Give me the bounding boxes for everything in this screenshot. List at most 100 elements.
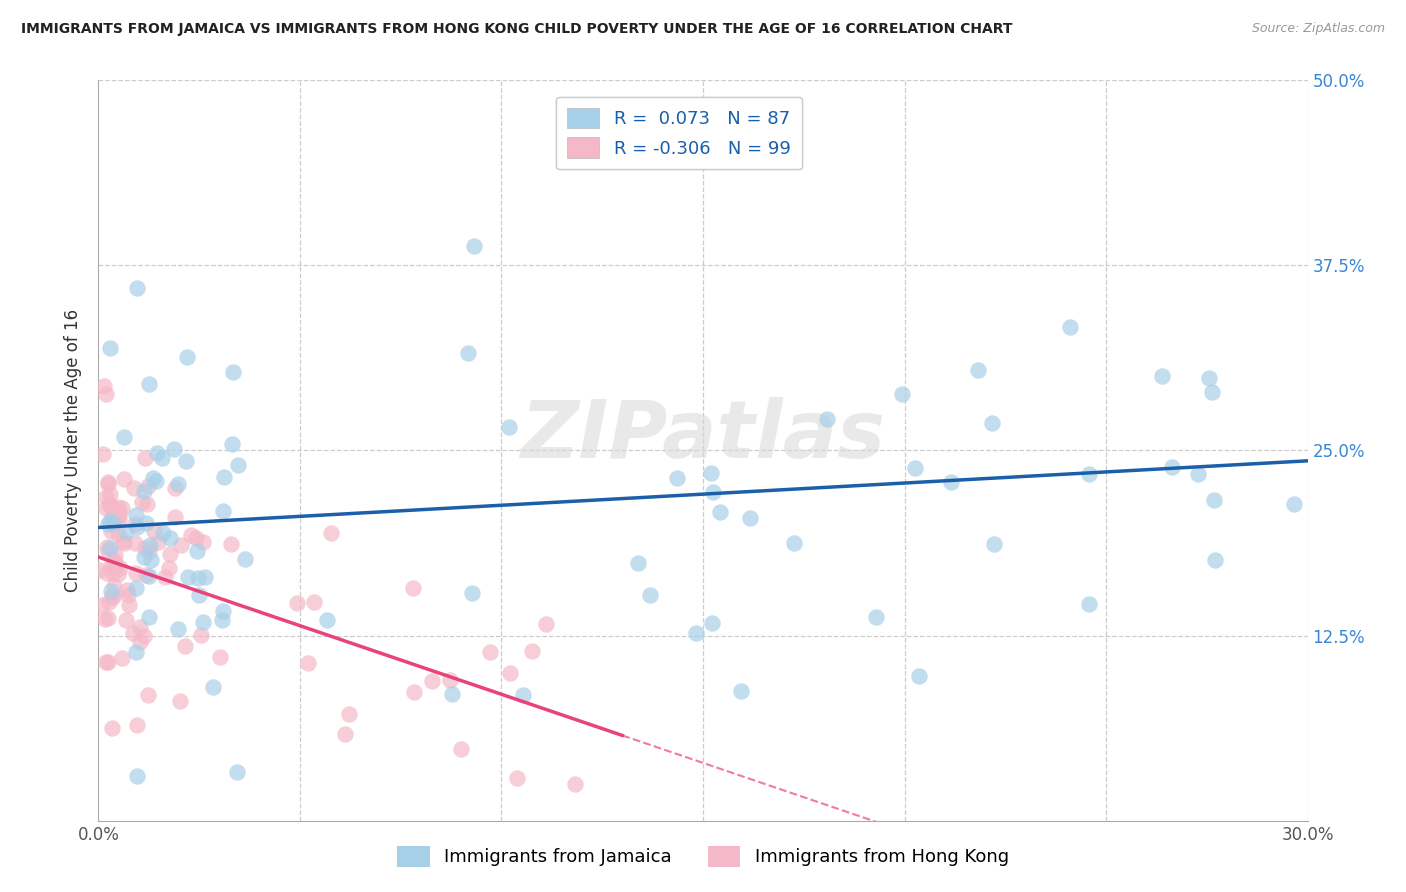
Point bbox=[498, 420, 520, 434]
Point bbox=[132, 550, 155, 565]
Point bbox=[100, 589, 122, 603]
Point bbox=[420, 674, 443, 689]
Y-axis label: Child Poverty Under the Age of 16: Child Poverty Under the Age of 16 bbox=[65, 309, 83, 592]
Point bbox=[1160, 459, 1182, 474]
Point bbox=[152, 526, 174, 541]
Point bbox=[100, 559, 122, 574]
Point bbox=[177, 570, 200, 584]
Point bbox=[138, 544, 160, 558]
Point bbox=[125, 581, 148, 595]
Point bbox=[145, 474, 167, 488]
Point bbox=[115, 613, 138, 627]
Point bbox=[233, 551, 256, 566]
Point bbox=[135, 568, 157, 582]
Point bbox=[404, 684, 426, 698]
Point bbox=[1150, 369, 1173, 384]
Point bbox=[96, 387, 118, 401]
Point bbox=[132, 483, 155, 498]
Legend: R =  0.073   N = 87, R = -0.306   N = 99: R = 0.073 N = 87, R = -0.306 N = 99 bbox=[557, 96, 801, 169]
Point bbox=[136, 479, 159, 493]
Point bbox=[104, 548, 127, 562]
Point bbox=[98, 487, 121, 501]
Point bbox=[87, 563, 110, 577]
Point bbox=[337, 706, 360, 721]
Point bbox=[152, 450, 174, 465]
Point bbox=[226, 458, 249, 473]
Point bbox=[124, 566, 146, 580]
Point bbox=[564, 777, 586, 791]
Point bbox=[111, 500, 134, 515]
Point bbox=[128, 620, 150, 634]
Point bbox=[124, 536, 146, 550]
Point bbox=[159, 532, 181, 546]
Point bbox=[127, 519, 149, 533]
Point bbox=[91, 447, 114, 461]
Point bbox=[112, 533, 135, 548]
Point bbox=[103, 566, 125, 581]
Point bbox=[121, 625, 143, 640]
Point bbox=[478, 645, 501, 659]
Point bbox=[139, 538, 162, 552]
Point bbox=[180, 528, 202, 542]
Point bbox=[315, 613, 337, 627]
Point bbox=[125, 281, 148, 295]
Point bbox=[190, 628, 212, 642]
Point bbox=[285, 596, 308, 610]
Point bbox=[142, 471, 165, 485]
Point bbox=[967, 363, 990, 377]
Point bbox=[297, 656, 319, 670]
Point bbox=[184, 531, 207, 545]
Point bbox=[97, 611, 120, 625]
Point bbox=[125, 769, 148, 783]
Text: ZIPatlas: ZIPatlas bbox=[520, 397, 886, 475]
Point bbox=[107, 527, 129, 541]
Point bbox=[100, 500, 122, 514]
Point bbox=[125, 718, 148, 732]
Point bbox=[138, 569, 160, 583]
Point bbox=[134, 629, 156, 643]
Point bbox=[441, 687, 464, 701]
Point bbox=[450, 742, 472, 756]
Point bbox=[124, 517, 146, 532]
Point bbox=[536, 617, 558, 632]
Point bbox=[93, 379, 115, 393]
Point bbox=[506, 771, 529, 785]
Point bbox=[176, 350, 198, 364]
Point bbox=[460, 586, 482, 600]
Point bbox=[520, 644, 543, 658]
Point bbox=[97, 544, 120, 558]
Point bbox=[1059, 320, 1081, 334]
Point bbox=[94, 490, 117, 504]
Point bbox=[125, 645, 148, 659]
Point bbox=[685, 625, 707, 640]
Point bbox=[1078, 467, 1101, 481]
Point bbox=[983, 537, 1005, 551]
Point bbox=[163, 442, 186, 457]
Point bbox=[101, 510, 124, 524]
Point bbox=[512, 688, 534, 702]
Point bbox=[118, 598, 141, 612]
Point bbox=[97, 475, 120, 490]
Point bbox=[103, 578, 125, 592]
Point bbox=[186, 544, 208, 558]
Point bbox=[627, 557, 650, 571]
Point bbox=[333, 726, 356, 740]
Point bbox=[891, 386, 914, 401]
Point bbox=[110, 650, 132, 665]
Point bbox=[191, 615, 214, 629]
Text: Source: ZipAtlas.com: Source: ZipAtlas.com bbox=[1251, 22, 1385, 36]
Point bbox=[187, 588, 209, 602]
Point bbox=[90, 598, 112, 612]
Point bbox=[304, 594, 326, 608]
Point bbox=[98, 497, 121, 511]
Point bbox=[186, 571, 208, 585]
Point bbox=[783, 535, 806, 549]
Point bbox=[108, 513, 131, 527]
Point bbox=[114, 472, 136, 486]
Point bbox=[138, 377, 160, 392]
Point bbox=[100, 584, 122, 599]
Point bbox=[666, 471, 689, 485]
Point bbox=[94, 501, 117, 516]
Point bbox=[222, 365, 245, 379]
Point bbox=[212, 604, 235, 618]
